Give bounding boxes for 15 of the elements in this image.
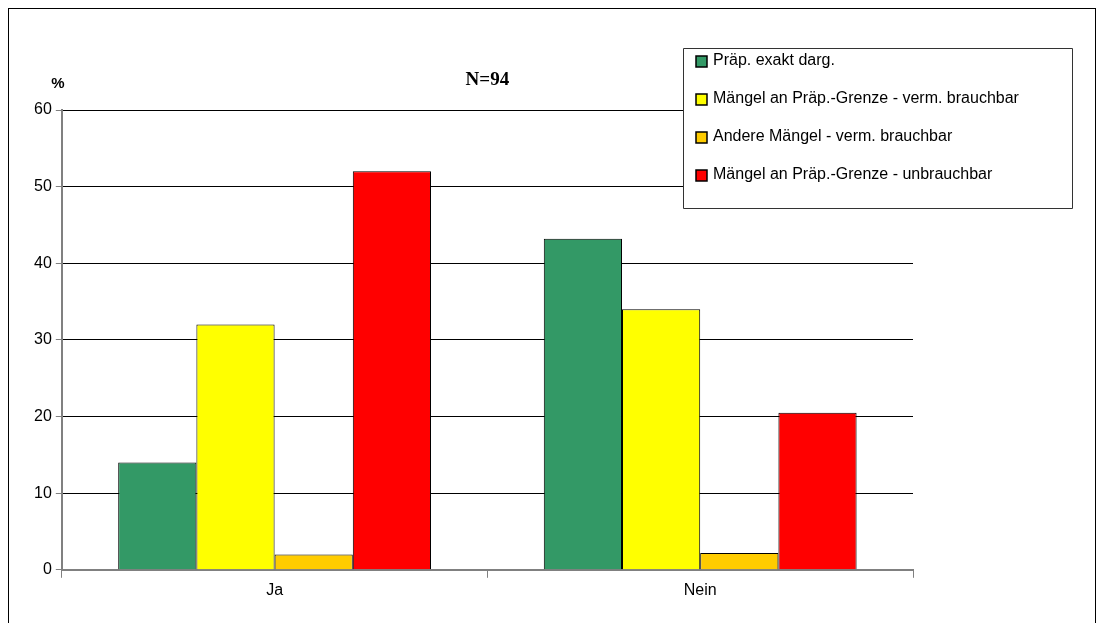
y-tick-label: 50 xyxy=(34,177,52,195)
chart-title: N=94 xyxy=(465,67,510,89)
y-tick-label: 0 xyxy=(42,560,52,578)
x-tick-label: Ja xyxy=(266,580,284,598)
legend-label: Mängel an Präp.-Grenze - verm. brauchbar xyxy=(713,89,1020,107)
legend-label: Andere Mängel - verm. brauchbar xyxy=(713,127,953,145)
y-tick-label: 60 xyxy=(34,100,52,118)
y-tick-label: 10 xyxy=(34,483,52,501)
legend-label: Mängel an Präp.-Grenze - unbrauchbar xyxy=(713,165,993,183)
y-tick-label: 30 xyxy=(34,330,52,348)
legend-label: Präp. exakt darg. xyxy=(713,51,835,69)
y-tick-label: 20 xyxy=(34,406,52,424)
x-tick-label: Nein xyxy=(683,580,717,598)
y-tick-label: 40 xyxy=(34,253,52,271)
y-axis-title: % xyxy=(51,74,65,92)
